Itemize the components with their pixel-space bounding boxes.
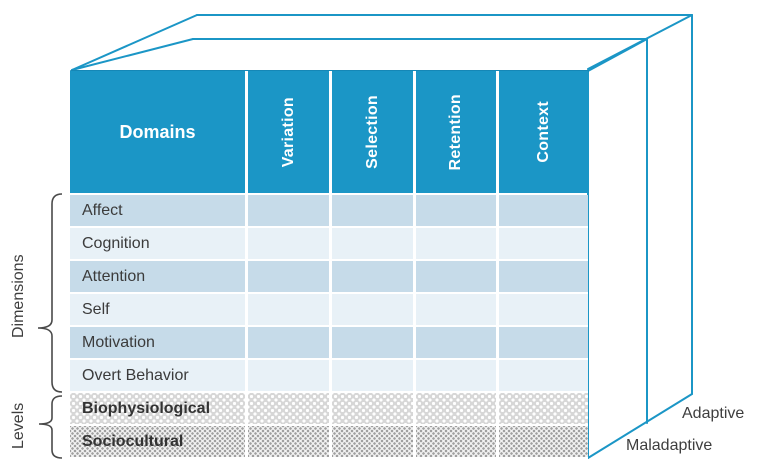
right-middle-diagonal <box>587 38 648 72</box>
column-header-label: Selection <box>363 95 381 169</box>
domains-header-label: Domains <box>119 121 196 142</box>
empty-data-cell <box>332 426 416 459</box>
empty-data-cell <box>248 393 332 426</box>
header-cell-context: Context <box>499 71 588 193</box>
row-label-cell: Biophysiological <box>70 393 248 426</box>
table-row-sociocultural: Sociocultural <box>70 426 588 459</box>
table-row-self: Self <box>70 294 588 327</box>
empty-data-cell <box>416 327 499 360</box>
table-row-affect: Affect <box>70 195 588 228</box>
levels-axis-label: Levels <box>10 402 27 450</box>
row-label-cell: Affect <box>70 195 248 228</box>
column-header-label: Retention <box>447 93 464 171</box>
table-row-overt-behavior: Overt Behavior <box>70 360 588 393</box>
empty-data-cell <box>416 195 499 228</box>
empty-data-cell <box>248 228 332 261</box>
left-outer-diagonal <box>71 14 198 71</box>
adaptive-label: Adaptive <box>682 405 745 422</box>
row-label-cell: Self <box>70 294 248 327</box>
right-outer-diagonal <box>587 14 693 70</box>
dimensions-axis-label: Dimensions <box>10 254 27 338</box>
empty-data-cell <box>248 426 332 459</box>
header-cell-retention: Retention <box>416 71 499 193</box>
header-cell-domains: Domains <box>70 71 248 193</box>
empty-data-cell <box>499 261 588 294</box>
levels-brace <box>38 395 63 459</box>
dimensions-brace <box>37 193 63 393</box>
empty-data-cell <box>416 426 499 459</box>
empty-data-cell <box>499 228 588 261</box>
empty-data-cell <box>332 393 416 426</box>
row-label-cell: Overt Behavior <box>70 360 248 393</box>
empty-data-cell <box>248 195 332 228</box>
empty-data-cell <box>332 261 416 294</box>
maladaptive-label: Maladaptive <box>626 437 713 454</box>
table-header-row: Domains Variation Selection Retention Conte… <box>70 71 588 193</box>
empty-data-cell <box>499 393 588 426</box>
empty-data-cell <box>248 360 332 393</box>
row-label-cell: Attention <box>70 261 248 294</box>
left-middle-diagonal <box>71 38 194 71</box>
table-body: Affect Cognition Attention Self Motivation Ov… <box>70 195 588 459</box>
empty-data-cell <box>332 294 416 327</box>
empty-data-cell <box>499 360 588 393</box>
row-label-cell: Cognition <box>70 228 248 261</box>
empty-data-cell <box>332 195 416 228</box>
empty-data-cell <box>248 327 332 360</box>
header-cell-variation: Variation <box>248 71 332 193</box>
empty-data-cell <box>416 393 499 426</box>
table-row-biophysiological: Biophysiological <box>70 393 588 426</box>
row-label-cell: Motivation <box>70 327 248 360</box>
header-cell-selection: Selection <box>332 71 416 193</box>
empty-data-cell <box>332 327 416 360</box>
empty-data-cell <box>248 261 332 294</box>
empty-data-cell <box>332 360 416 393</box>
column-header-label: Context <box>534 101 552 163</box>
table-row-attention: Attention <box>70 261 588 294</box>
empty-data-cell <box>416 261 499 294</box>
row-label-cell: Sociocultural <box>70 426 248 459</box>
empty-data-cell <box>499 294 588 327</box>
empty-data-cell <box>416 294 499 327</box>
empty-data-cell <box>248 294 332 327</box>
table-row-cognition: Cognition <box>70 228 588 261</box>
empty-data-cell <box>416 228 499 261</box>
table-row-motivation: Motivation <box>70 327 588 360</box>
empty-data-cell <box>416 360 499 393</box>
empty-data-cell <box>332 228 416 261</box>
empty-data-cell <box>499 195 588 228</box>
empty-data-cell <box>499 327 588 360</box>
column-header-label: Variation <box>279 96 297 168</box>
empty-data-cell <box>499 426 588 459</box>
